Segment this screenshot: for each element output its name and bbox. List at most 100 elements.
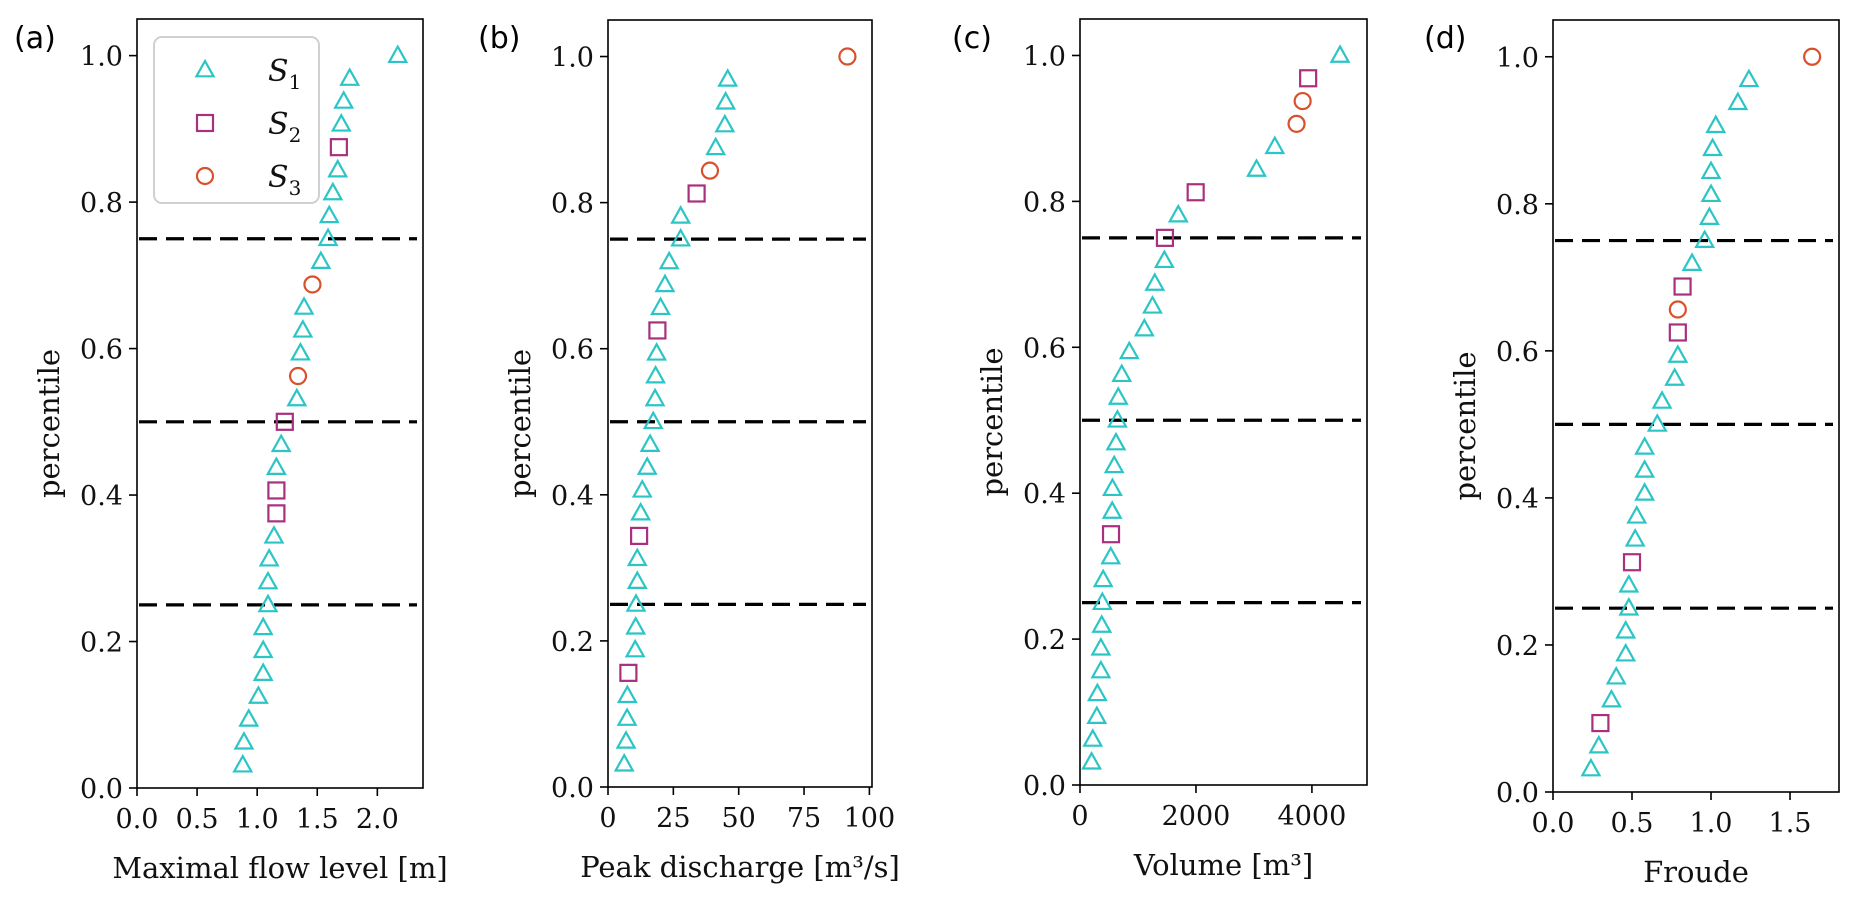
data-point-s1 — [1615, 642, 1637, 662]
data-point-s1 — [233, 730, 255, 750]
data-point-s2 — [1101, 525, 1121, 544]
data-point-s1 — [1118, 340, 1140, 360]
data-point-s1 — [252, 662, 274, 681]
y-tick-label: 0.2 — [80, 628, 123, 659]
data-point-s1 — [714, 113, 736, 133]
data-point-s3 — [1287, 114, 1306, 133]
data-point-s1 — [263, 524, 285, 544]
data-point-s1 — [1727, 91, 1749, 111]
data-point-s1 — [1700, 183, 1722, 203]
y-tick-label: 0.6 — [1496, 337, 1539, 368]
data-point-s1 — [1142, 294, 1163, 314]
x-tick-label: 100 — [844, 803, 896, 834]
data-point-s1 — [1102, 477, 1123, 497]
data-point-s1 — [1082, 728, 1104, 747]
data-point-s1 — [1681, 252, 1703, 271]
data-point-s1 — [1738, 68, 1760, 88]
y-tick-label: 0.0 — [80, 774, 123, 805]
data-point-s1 — [1580, 757, 1602, 777]
data-point-s1 — [646, 342, 668, 361]
data-point-s1 — [330, 113, 352, 132]
data-point-s1 — [292, 319, 314, 338]
data-point-s1 — [644, 387, 666, 407]
data-point-s1 — [265, 456, 287, 475]
panel-label: (d) — [1424, 21, 1466, 56]
data-point-s1 — [1702, 137, 1724, 157]
y-tick-label: 1.0 — [1023, 41, 1066, 72]
y-tick-label: 0.8 — [80, 188, 123, 219]
data-point-s2 — [1668, 323, 1687, 342]
panel-label: (a) — [14, 21, 56, 56]
data-point-s1 — [1705, 114, 1727, 134]
data-point-s1 — [1615, 619, 1637, 639]
data-point-s1 — [1144, 272, 1166, 291]
y-axis-label: percentile — [503, 349, 537, 498]
data-point-s1 — [232, 753, 254, 773]
data-point-s3 — [288, 366, 308, 386]
data-point-s1 — [1100, 545, 1122, 565]
data-point-s1 — [1329, 44, 1351, 63]
data-point-s1 — [387, 44, 409, 64]
y-tick-label: 0.4 — [1496, 484, 1539, 515]
data-point-s2 — [1155, 228, 1175, 247]
data-point-s2 — [267, 504, 286, 523]
data-point-s1 — [624, 638, 646, 658]
data-point-s1 — [1092, 568, 1114, 588]
y-tick-label: 0.4 — [551, 481, 594, 512]
data-point-s1 — [1167, 203, 1189, 223]
data-point-s2 — [1622, 553, 1642, 572]
panel-b: (b) 0.0 0.2 0.4 0.6 0.8 1.0 0 25 50 75 100 Peak disc… — [478, 19, 900, 884]
data-point-s1 — [1588, 734, 1610, 754]
data-point-s1 — [1699, 206, 1720, 225]
data-point-s1 — [1667, 344, 1689, 363]
x-axis-label: Froude — [1643, 855, 1749, 889]
x-tick-label: 1.5 — [296, 804, 339, 835]
data-point-s1 — [625, 593, 647, 612]
data-point-s1 — [310, 250, 332, 270]
data-point-s1 — [258, 547, 280, 567]
data-point-s1 — [238, 708, 260, 727]
data-point-s1 — [286, 387, 308, 407]
data-point-s3 — [838, 47, 857, 66]
data-point-s1 — [339, 67, 361, 86]
data-point-s1 — [650, 296, 671, 316]
data-point-s1 — [631, 478, 653, 498]
y-tick-label: 0.8 — [1023, 187, 1066, 218]
data-point-s1 — [257, 593, 279, 613]
data-point-s1 — [616, 684, 638, 704]
data-point-s1 — [1086, 705, 1108, 725]
data-point-s3 — [1293, 91, 1312, 111]
data-point-s1 — [639, 433, 661, 452]
data-point-s1 — [252, 616, 274, 636]
data-point-s1 — [658, 250, 680, 270]
data-point-s1 — [327, 158, 349, 178]
data-point-s1 — [322, 181, 344, 201]
x-tick-label: 0 — [599, 803, 616, 834]
data-point-s1 — [1107, 386, 1129, 405]
legend-marker-s3 — [195, 166, 215, 186]
data-point-s2 — [275, 412, 294, 431]
data-point-s1 — [1103, 454, 1125, 474]
y-tick-label: 0.0 — [1023, 771, 1066, 802]
y-tick-label: 0.6 — [1023, 333, 1066, 364]
axes-frame — [1552, 19, 1840, 793]
x-tick-label: 0.0 — [1532, 808, 1575, 839]
x-tick-label: 1.0 — [236, 804, 279, 835]
legend-marker-s2 — [195, 113, 215, 133]
axes-frame — [136, 18, 424, 789]
panel-d: (d) 0.0 0.2 0.4 0.6 0.8 1.0 0.0 0.5 1.0 1.5 Froude p… — [1424, 19, 1840, 889]
legend-box — [153, 36, 320, 204]
y-tick-label: 0.8 — [551, 189, 594, 220]
panel-a: (a) 0.0 0.2 0.4 0.6 0.8 1.0 0.0 0.5 1.0 1.5 2.0 Maxi… — [14, 18, 448, 885]
data-point-s1 — [670, 205, 692, 224]
y-tick-label: 0.2 — [1496, 631, 1539, 662]
data-point-s1 — [1646, 413, 1668, 432]
data-point-s2 — [267, 481, 286, 500]
x-tick-label: 2.0 — [356, 804, 399, 835]
data-point-s1 — [247, 685, 269, 704]
x-axis-label: Peak discharge [m³/s] — [580, 850, 900, 884]
data-point-s1 — [1605, 665, 1627, 685]
data-point-s1 — [1081, 750, 1103, 770]
